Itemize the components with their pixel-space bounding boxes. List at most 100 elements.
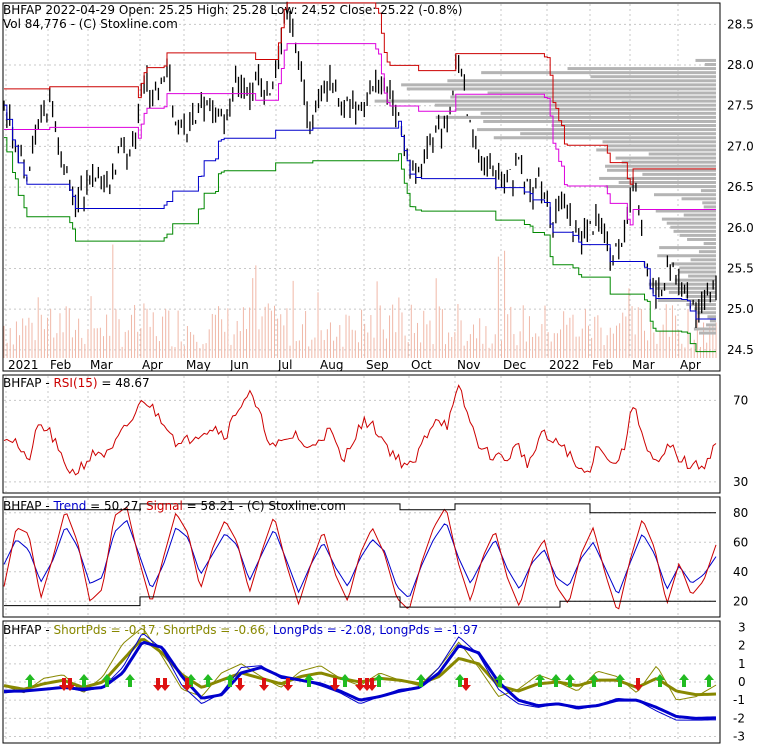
channel-support-line <box>4 137 716 353</box>
channel-mid-line <box>4 43 716 226</box>
x-tick-label: Jun <box>229 358 249 372</box>
profile-bar <box>707 315 716 319</box>
price-header-line1: BHFAP 2022-04-29 Open: 25.25 High: 25.28… <box>3 3 462 17</box>
rsi-y-tick: 70 <box>733 393 748 407</box>
y-tick-label: 27.0 <box>727 139 754 153</box>
profile-bar <box>483 119 716 123</box>
x-tick-label: Oct <box>411 358 432 372</box>
trend-label-value: = 50.27, <box>86 499 146 513</box>
rsi-label-name: RSI(15) <box>53 376 97 390</box>
profile-bar <box>520 132 716 136</box>
sell-arrow-icon <box>235 678 245 691</box>
pds-y-tick: 3 <box>738 620 746 634</box>
x-tick-label: Apr <box>680 358 701 372</box>
rsi-label-prefix: BHFAP - <box>3 376 53 390</box>
buy-arrow-icon <box>455 674 465 687</box>
x-tick-label: Feb <box>50 358 71 372</box>
profile-bar <box>434 103 716 107</box>
sell-arrow-icon <box>633 678 643 691</box>
profile-bar <box>693 327 716 331</box>
x-tick-label: Dec <box>503 358 526 372</box>
y-tick-label: 25.0 <box>727 302 754 316</box>
pds-y-tick: 2 <box>738 639 746 653</box>
profile-bar <box>618 181 716 184</box>
profile-bar <box>607 168 716 172</box>
profile-bar <box>703 205 716 209</box>
pds-label-item-0: ShortPds = -0.17, <box>53 623 163 637</box>
profile-bar <box>683 213 716 217</box>
long-pds-thick <box>4 640 717 720</box>
rsi-y-tick: 30 <box>733 475 748 489</box>
pds-label-item-3: LongPds = -1.97 <box>379 623 478 637</box>
profile-bar <box>679 266 716 270</box>
axis-ticks: 2021 Feb Mar Apr May Jun Jul Aug Sep Oct Nov Dec 202… <box>8 17 754 743</box>
trend-lower-band <box>4 596 716 608</box>
profile-bar <box>688 274 716 278</box>
x-tick-label: May <box>186 358 211 372</box>
profile-bar <box>374 99 716 103</box>
buy-arrow-icon <box>186 674 196 687</box>
profile-bar <box>678 270 716 274</box>
profile-bar <box>590 75 716 79</box>
pds-label-item-1: ShortPds = -0.66, <box>163 623 273 637</box>
buy-arrow-icon <box>203 674 213 687</box>
rsi-label: BHFAP - RSI(15) = 48.67 <box>3 376 150 390</box>
pds-y-tick: 0 <box>738 675 746 689</box>
profile-bar <box>450 95 716 99</box>
y-tick-label: 25.5 <box>727 261 754 275</box>
trend-y-tick: 60 <box>733 535 748 549</box>
profile-bar <box>681 197 716 201</box>
buy-arrow-icon <box>125 674 135 687</box>
trend-label-prefix: BHFAP - <box>3 499 53 513</box>
trend-upper-band <box>4 503 716 514</box>
profile-bar <box>709 319 716 323</box>
sell-arrow-icon <box>461 678 471 691</box>
x-tick-label: 2021 <box>8 358 39 372</box>
sell-arrow-icon <box>259 678 269 691</box>
buy-arrow-icon <box>304 674 314 687</box>
profile-bar <box>668 290 716 294</box>
buy-arrow-icon <box>79 674 89 687</box>
channel-high-line <box>4 2 716 185</box>
rsi-label-value: = 48.67 <box>98 376 150 390</box>
profile-bar <box>648 152 716 156</box>
profile-bar <box>655 286 716 290</box>
profile-bar <box>670 225 716 229</box>
trend-y-tick: 80 <box>733 506 748 520</box>
volume-bars <box>3 244 717 358</box>
profile-bar <box>706 323 716 327</box>
profile-bar <box>698 250 716 254</box>
x-tick-label: Apr <box>142 358 163 372</box>
trend-label-name: Trend <box>52 499 86 513</box>
pds-y-tick: -3 <box>733 730 745 744</box>
trend-label: BHFAP - Trend = 50.27, Signal = 58.21 - … <box>3 499 346 513</box>
profile-bar <box>487 91 716 95</box>
trend-y-tick: 40 <box>733 565 748 579</box>
trend-panel-frame <box>2 496 721 618</box>
profile-bar <box>642 172 716 176</box>
profile-bar <box>621 160 716 164</box>
x-tick-label: Mar <box>90 358 113 372</box>
profile-bar <box>654 193 716 197</box>
rsi-panel-frame <box>2 374 721 494</box>
profile-bar <box>657 254 716 258</box>
y-tick-label: 28.0 <box>727 58 754 72</box>
pds-label: BHFAP - ShortPds = -0.17, ShortPds = -0.… <box>3 623 478 637</box>
x-tick-label: Jul <box>277 358 292 372</box>
x-tick-label: Sep <box>366 358 389 372</box>
profile-bar <box>605 185 716 189</box>
profile-bar <box>700 189 716 193</box>
y-tick-label: 24.5 <box>727 343 754 357</box>
profile-bar <box>406 87 716 91</box>
buy-arrow-icon <box>565 674 575 687</box>
price-series <box>3 1 717 353</box>
profile-bar <box>679 233 716 237</box>
trend-y-tick: 20 <box>733 594 748 608</box>
pds-y-tick: -2 <box>733 711 745 725</box>
x-tick-label: 2022 <box>549 358 580 372</box>
y-tick-label: 26.5 <box>727 180 754 194</box>
profile-bar <box>685 294 716 298</box>
sell-arrow-icon <box>59 678 69 691</box>
buy-arrow-icon <box>615 674 625 687</box>
